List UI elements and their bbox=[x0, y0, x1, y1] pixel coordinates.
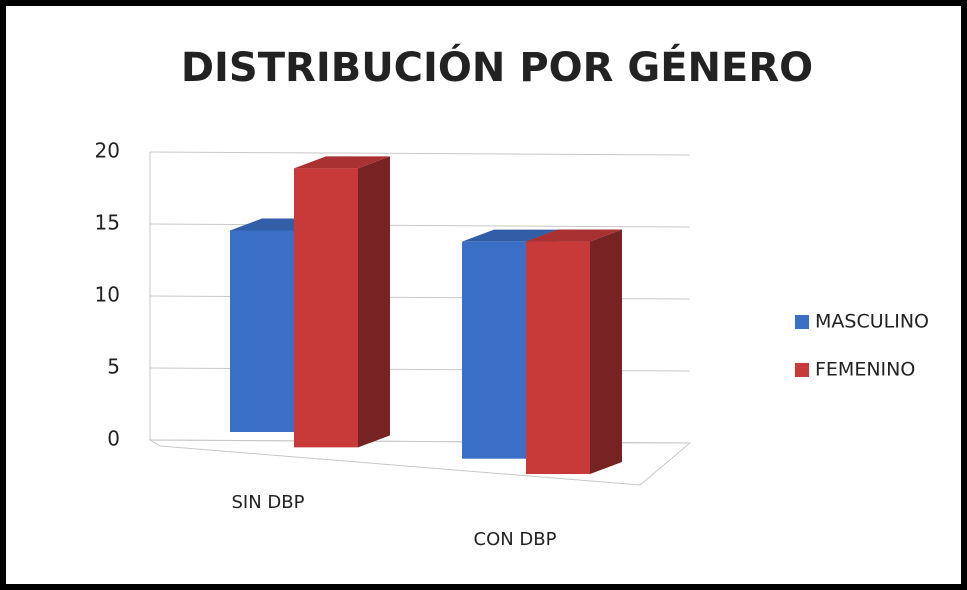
y-tick-label: 0 bbox=[107, 427, 120, 451]
legend-label: MASCULINO bbox=[815, 311, 929, 333]
bar bbox=[230, 230, 294, 432]
bar-side bbox=[358, 156, 390, 448]
bar bbox=[294, 168, 358, 448]
legend-label: FEMENINO bbox=[815, 359, 915, 381]
bar-top bbox=[526, 229, 622, 242]
grid-line bbox=[149, 151, 691, 156]
chart-title: DISTRIBUCIÓN POR GÉNERO bbox=[181, 43, 813, 91]
grid-line bbox=[149, 223, 691, 228]
y-tick-label: 5 bbox=[107, 355, 120, 379]
y-tick-label: 20 bbox=[95, 139, 120, 163]
legend-swatch bbox=[795, 363, 809, 377]
y-tick-label: 15 bbox=[95, 211, 120, 235]
bar bbox=[462, 241, 526, 459]
bar bbox=[526, 241, 590, 475]
x-tick-label: CON DBP bbox=[474, 529, 557, 550]
legend-swatch bbox=[795, 315, 809, 329]
bar-side bbox=[590, 229, 622, 475]
y-tick-label: 10 bbox=[95, 283, 120, 307]
bar-top bbox=[294, 156, 390, 169]
x-tick-label: SIN DBP bbox=[232, 492, 305, 513]
